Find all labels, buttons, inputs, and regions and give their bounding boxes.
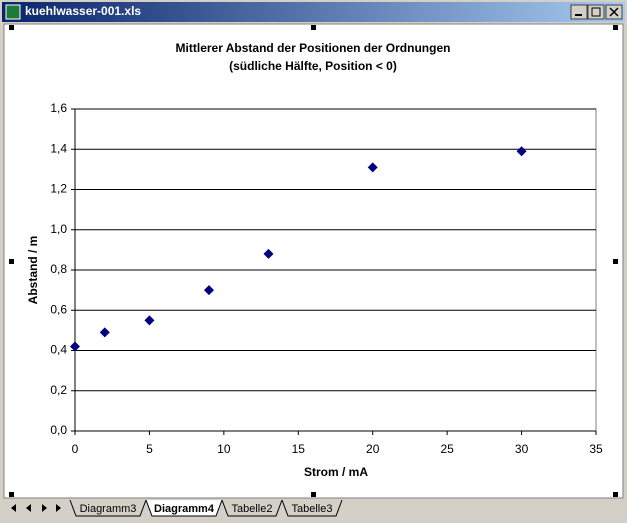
x-tick-label: 30	[515, 442, 529, 456]
x-axis-label: Strom / mA	[304, 465, 368, 479]
x-tick-label: 0	[72, 442, 79, 456]
app-icon	[5, 4, 21, 20]
sheet-tab[interactable]	[281, 499, 343, 517]
y-tick-label: 1,2	[50, 182, 67, 196]
y-tick-label: 0,2	[50, 383, 67, 397]
sheet-tab-label[interactable]: Diagramm4	[154, 503, 215, 515]
data-point	[144, 315, 155, 326]
y-tick-label: 0,6	[50, 302, 67, 316]
y-axis-label: Abstand / m	[26, 236, 40, 305]
sheet-tab-label[interactable]: Tabelle3	[292, 503, 333, 515]
maximize-button[interactable]	[587, 4, 605, 20]
x-tick-label: 25	[440, 442, 454, 456]
x-tick-label: 35	[589, 442, 603, 456]
sheet-tab-label[interactable]: Diagramm3	[80, 503, 137, 515]
data-point	[99, 327, 110, 338]
sheet-tab[interactable]	[145, 499, 223, 517]
chart-title: Mittlerer Abstand der Positionen der Ord…	[176, 41, 451, 55]
chart-subtitle: (südliche Hälfte, Position < 0)	[229, 59, 397, 73]
x-tick-label: 15	[292, 442, 306, 456]
y-tick-label: 1,0	[50, 222, 67, 236]
y-tick-label: 0,8	[50, 262, 67, 276]
y-tick-label: 0,4	[50, 343, 67, 357]
x-tick-label: 20	[366, 442, 380, 456]
x-tick-label: 10	[217, 442, 231, 456]
title-bar	[2, 2, 625, 22]
sheet-tab[interactable]	[69, 499, 147, 517]
data-point	[516, 146, 527, 157]
x-tick-label: 5	[146, 442, 153, 456]
window-buttons[interactable]	[570, 4, 623, 20]
sheet-tab-label[interactable]: Tabelle2	[232, 503, 273, 515]
y-tick-label: 1,4	[50, 141, 67, 155]
minimize-button[interactable]	[570, 4, 588, 20]
tab-scroll-buttons[interactable]	[9, 504, 63, 512]
data-point	[203, 285, 214, 296]
selection-handles	[9, 25, 618, 497]
window-title: kuehlwasser-001.xls	[25, 4, 141, 18]
data-point	[367, 162, 378, 173]
y-tick-label: 1,6	[50, 101, 67, 115]
sheet-tab[interactable]	[221, 499, 283, 517]
y-tick-label: 0,0	[50, 423, 67, 437]
data-point	[263, 248, 274, 259]
data-point	[70, 341, 80, 352]
